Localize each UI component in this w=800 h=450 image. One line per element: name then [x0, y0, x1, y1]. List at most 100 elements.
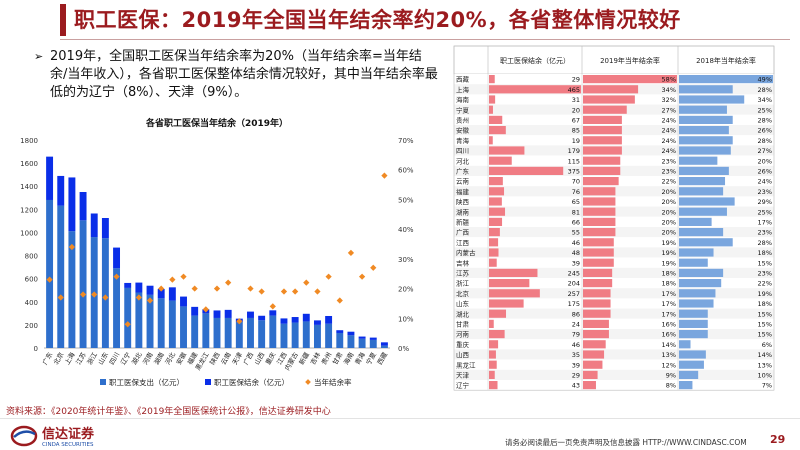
table-rate2018-cell: 19% — [758, 290, 772, 298]
surplus-data-bar — [489, 268, 538, 277]
surplus-data-bar — [489, 146, 525, 155]
expend-bar — [358, 338, 366, 348]
table-row-bg — [454, 288, 774, 299]
expend-bar — [46, 199, 54, 348]
table-rate2018-cell: 6% — [762, 341, 772, 349]
surplus-bar — [247, 311, 254, 318]
x-tick-label: 安徽 — [174, 350, 189, 366]
rate2018-data-bar — [679, 166, 729, 175]
table-province-cell: 湖南 — [456, 207, 470, 216]
table-province-cell: 北京 — [456, 289, 470, 298]
surplus-data-bar — [489, 381, 498, 390]
surplus-data-bar — [489, 207, 506, 216]
table-province-cell: 山东 — [456, 299, 470, 308]
rate-point — [325, 273, 332, 280]
surplus-bar — [57, 175, 65, 206]
table-header-bg — [453, 45, 775, 75]
rate2019-data-bar — [583, 309, 611, 318]
rate2019-data-bar — [583, 85, 639, 94]
table-rate2018-cell: 18% — [758, 300, 772, 308]
x-tick-label: 陕西 — [207, 350, 222, 366]
table-rate2019-cell: 16% — [662, 321, 676, 329]
footer-divider — [0, 418, 800, 419]
table-rate2019-cell: 17% — [662, 310, 676, 318]
expend-bar — [291, 322, 299, 348]
table-surplus-cell: 66 — [572, 219, 580, 227]
table-province-cell: 宁夏 — [456, 105, 470, 114]
table-rate2019-cell: 23% — [662, 157, 676, 165]
table-province-cell: 安徽 — [456, 126, 470, 135]
table-province-cell: 辽宁 — [456, 381, 470, 390]
table-province-cell: 西藏 — [456, 75, 470, 84]
table-row-bg — [454, 237, 774, 248]
x-tick-label: 海南 — [341, 350, 356, 366]
surplus-bar — [168, 287, 176, 301]
surplus-data-bar — [489, 279, 530, 288]
legend-swatch — [305, 379, 311, 385]
x-tick-label: 甘肃 — [330, 350, 345, 366]
table-province-cell: 河北 — [456, 157, 470, 165]
table-province-cell: 重庆 — [456, 340, 470, 349]
table-surplus-cell: 70 — [572, 178, 580, 186]
rate2018-data-bar — [679, 330, 708, 339]
rate2018-data-bar — [679, 238, 733, 247]
table-rate2018-cell: 15% — [758, 331, 772, 339]
rate2019-data-bar — [583, 136, 622, 145]
table-rate2018-cell: 15% — [758, 321, 772, 329]
rate2018-data-bar — [679, 340, 691, 349]
table-surplus-cell: 31 — [572, 96, 580, 104]
surplus-bar — [90, 213, 98, 238]
y-left-tick-label: 600 — [25, 276, 38, 284]
surplus-bar — [191, 306, 199, 316]
rate2019-data-bar — [583, 289, 611, 298]
table-rate2019-cell: 13% — [662, 351, 676, 359]
table-rate2019-cell: 24% — [662, 147, 676, 155]
surplus-data-bar — [489, 350, 496, 359]
table-rate2018-cell: 28% — [758, 117, 772, 125]
surplus-data-bar — [489, 75, 495, 84]
expend-bar — [124, 287, 132, 348]
rate2019-data-bar — [583, 330, 609, 339]
table-province-cell: 山西 — [456, 350, 470, 359]
table-surplus-cell: 65 — [572, 198, 580, 206]
y-right-tick-label: 10% — [398, 315, 414, 323]
table-row-bg — [454, 247, 774, 258]
table-surplus-cell: 67 — [572, 117, 580, 125]
rate-point — [57, 294, 64, 301]
expend-bar — [325, 323, 333, 348]
surplus-data-bar — [489, 360, 497, 369]
expend-bar — [258, 320, 266, 348]
surplus-data-bar — [489, 319, 494, 328]
rate2018-data-bar — [679, 95, 745, 104]
table-surplus-cell: 115 — [568, 157, 580, 165]
rate2018-data-bar — [679, 156, 718, 165]
rate2019-data-bar — [583, 381, 596, 390]
table-rate2018-cell: 26% — [758, 127, 772, 135]
rate2018-data-bar — [679, 126, 729, 135]
rate-point — [269, 303, 276, 310]
table-rate2019-cell: 19% — [662, 239, 676, 247]
legend-label: 职工医保支出（亿元） — [109, 377, 184, 387]
rate-point — [169, 276, 176, 283]
table-surplus-cell: 35 — [572, 351, 580, 359]
surplus-bar — [157, 288, 165, 299]
surplus-data-bar — [489, 136, 493, 145]
table-rate2018-cell: 24% — [758, 178, 772, 186]
y-left-tick-label: 200 — [25, 322, 38, 330]
expend-bar — [191, 315, 199, 348]
table-rate2019-cell: 18% — [662, 270, 676, 278]
expend-bar — [168, 300, 176, 348]
surplus-bar — [336, 330, 344, 333]
x-tick-label: 浙江 — [85, 350, 100, 366]
table-rate2018-cell: 28% — [758, 86, 772, 94]
surplus-data-bar — [489, 85, 581, 94]
rate-point — [336, 297, 343, 304]
rate2019-data-bar — [583, 360, 603, 369]
expend-bar — [113, 268, 121, 348]
y-left-tick-label: 800 — [25, 253, 38, 261]
rate-point — [314, 288, 321, 295]
surplus-data-bar — [489, 299, 524, 308]
surplus-data-bar — [489, 197, 502, 206]
page-number: 29 — [770, 433, 786, 446]
expend-bar — [369, 339, 377, 348]
